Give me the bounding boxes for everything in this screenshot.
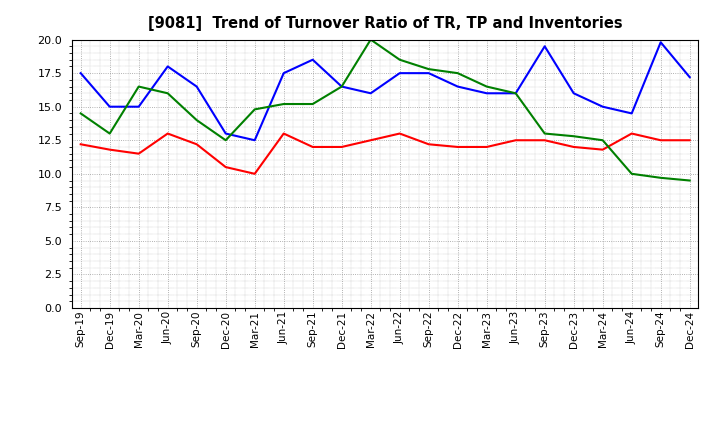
Inventories <box>685 178 694 183</box>
Trade Receivables <box>657 138 665 143</box>
Trade Payables <box>541 44 549 49</box>
Trade Payables <box>570 91 578 96</box>
Trade Receivables <box>105 147 114 152</box>
Trade Payables <box>685 74 694 80</box>
Inventories <box>251 107 259 112</box>
Trade Receivables <box>366 138 375 143</box>
Trade Payables <box>308 57 317 62</box>
Inventories <box>657 175 665 180</box>
Inventories <box>192 117 201 123</box>
Trade Payables <box>76 70 85 76</box>
Inventories <box>482 84 491 89</box>
Inventories <box>279 101 288 106</box>
Trade Receivables <box>424 142 433 147</box>
Trade Receivables <box>570 144 578 150</box>
Trade Payables <box>598 104 607 109</box>
Inventories <box>338 84 346 89</box>
Inventories <box>366 37 375 42</box>
Trade Payables <box>221 131 230 136</box>
Trade Payables <box>657 40 665 45</box>
Trade Payables <box>135 104 143 109</box>
Trade Payables <box>454 84 462 89</box>
Trade Receivables <box>163 131 172 136</box>
Trade Receivables <box>135 151 143 156</box>
Trade Payables <box>279 70 288 76</box>
Trade Receivables <box>308 144 317 150</box>
Inventories <box>395 57 404 62</box>
Trade Receivables <box>221 165 230 170</box>
Trade Payables <box>338 84 346 89</box>
Trade Receivables <box>685 138 694 143</box>
Trade Receivables <box>192 142 201 147</box>
Line: Trade Receivables: Trade Receivables <box>81 134 690 174</box>
Inventories <box>105 131 114 136</box>
Trade Payables <box>395 70 404 76</box>
Inventories <box>76 111 85 116</box>
Trade Receivables <box>511 138 520 143</box>
Inventories <box>221 138 230 143</box>
Inventories <box>511 91 520 96</box>
Inventories <box>135 84 143 89</box>
Inventories <box>627 171 636 176</box>
Trade Receivables <box>482 144 491 150</box>
Trade Receivables <box>541 138 549 143</box>
Trade Payables <box>366 91 375 96</box>
Inventories <box>541 131 549 136</box>
Inventories <box>598 138 607 143</box>
Trade Payables <box>424 70 433 76</box>
Trade Receivables <box>627 131 636 136</box>
Trade Payables <box>627 111 636 116</box>
Trade Payables <box>163 64 172 69</box>
Inventories <box>454 70 462 76</box>
Trade Payables <box>511 91 520 96</box>
Trade Receivables <box>279 131 288 136</box>
Trade Receivables <box>598 147 607 152</box>
Trade Receivables <box>338 144 346 150</box>
Inventories <box>308 101 317 106</box>
Trade Receivables <box>454 144 462 150</box>
Line: Inventories: Inventories <box>81 40 690 180</box>
Trade Receivables <box>395 131 404 136</box>
Trade Payables <box>105 104 114 109</box>
Title: [9081]  Trend of Turnover Ratio of TR, TP and Inventories: [9081] Trend of Turnover Ratio of TR, TP… <box>148 16 623 32</box>
Inventories <box>163 91 172 96</box>
Trade Payables <box>251 138 259 143</box>
Line: Trade Payables: Trade Payables <box>81 42 690 140</box>
Trade Receivables <box>76 142 85 147</box>
Trade Receivables <box>251 171 259 176</box>
Inventories <box>570 134 578 139</box>
Trade Payables <box>192 84 201 89</box>
Trade Payables <box>482 91 491 96</box>
Inventories <box>424 66 433 72</box>
